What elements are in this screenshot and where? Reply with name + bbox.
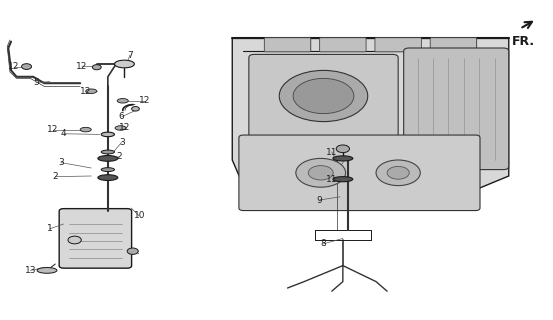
Text: 8: 8 (321, 239, 326, 248)
Ellipse shape (86, 89, 97, 93)
Text: 3: 3 (58, 158, 64, 167)
Ellipse shape (101, 132, 114, 137)
Text: 9: 9 (317, 196, 322, 204)
Ellipse shape (101, 150, 114, 154)
Ellipse shape (117, 99, 128, 103)
Text: 1: 1 (47, 224, 53, 233)
Circle shape (376, 160, 420, 186)
Circle shape (22, 64, 32, 69)
Text: 12: 12 (76, 62, 87, 71)
Text: FR.: FR. (512, 35, 535, 48)
Circle shape (68, 236, 81, 244)
Text: 12: 12 (47, 125, 58, 134)
Ellipse shape (333, 156, 353, 161)
Ellipse shape (114, 60, 134, 68)
FancyBboxPatch shape (320, 38, 366, 52)
Circle shape (279, 70, 368, 122)
FancyBboxPatch shape (249, 54, 398, 138)
Text: 2: 2 (53, 172, 58, 181)
Text: 13: 13 (25, 266, 36, 275)
Polygon shape (232, 38, 509, 208)
Text: 11: 11 (326, 175, 337, 184)
Circle shape (92, 65, 101, 70)
FancyBboxPatch shape (264, 38, 311, 52)
Ellipse shape (98, 175, 118, 180)
Text: 12: 12 (8, 62, 19, 71)
Circle shape (293, 78, 354, 114)
Ellipse shape (115, 126, 126, 130)
Circle shape (336, 145, 349, 153)
Ellipse shape (333, 177, 353, 182)
Text: 12: 12 (80, 87, 91, 96)
Text: 2: 2 (116, 152, 122, 161)
Circle shape (132, 107, 139, 111)
FancyBboxPatch shape (239, 135, 480, 211)
Text: 12: 12 (119, 123, 130, 132)
Text: 7: 7 (127, 51, 133, 60)
Ellipse shape (101, 168, 114, 172)
Text: 10: 10 (134, 212, 145, 220)
Circle shape (387, 166, 409, 179)
Text: 6: 6 (119, 112, 124, 121)
Circle shape (127, 248, 138, 254)
Ellipse shape (80, 127, 91, 132)
FancyBboxPatch shape (404, 48, 509, 170)
FancyBboxPatch shape (375, 38, 421, 52)
Text: 11: 11 (326, 148, 337, 156)
Text: 12: 12 (139, 96, 150, 105)
Circle shape (296, 158, 346, 187)
Circle shape (308, 166, 333, 180)
Ellipse shape (98, 156, 118, 161)
FancyBboxPatch shape (430, 38, 477, 52)
Text: 4: 4 (61, 129, 66, 138)
FancyBboxPatch shape (59, 209, 132, 268)
Text: 5: 5 (33, 78, 39, 87)
Ellipse shape (37, 268, 57, 273)
Text: 3: 3 (119, 138, 124, 147)
